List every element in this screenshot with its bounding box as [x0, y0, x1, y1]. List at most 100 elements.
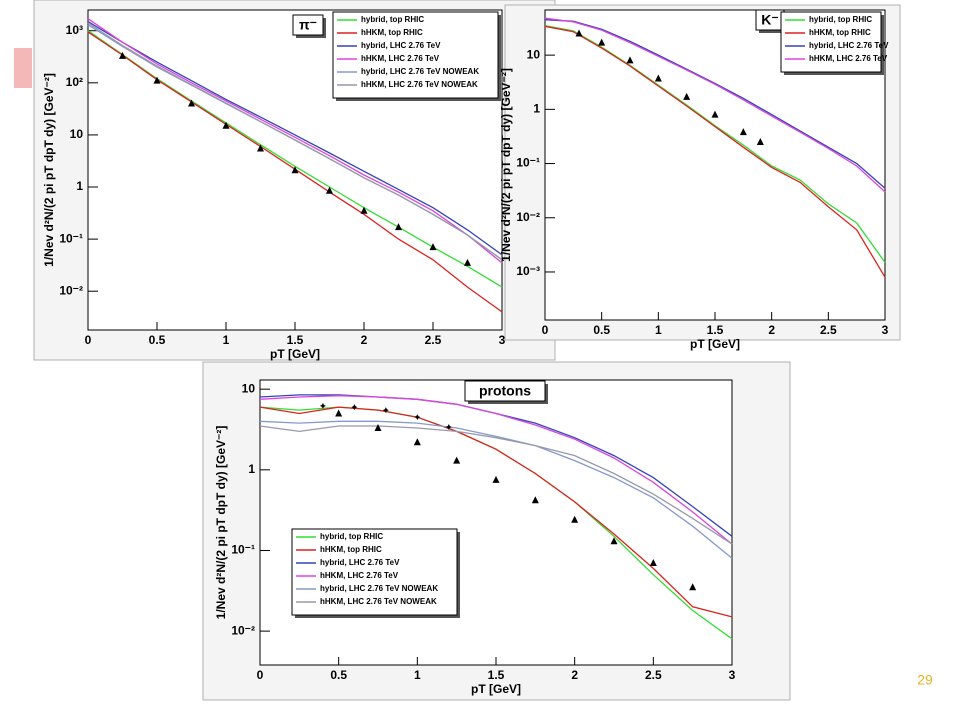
data-point: [654, 74, 662, 82]
series-line: [544, 24, 886, 263]
data-point: [739, 128, 747, 136]
x-tick-label: 2.5: [645, 668, 662, 682]
x-tick-label: 0: [85, 333, 92, 347]
legend-label: hybrid, LHC 2.76 TeV: [361, 41, 441, 50]
x-tick-label: 1.5: [707, 323, 724, 337]
data-point: [531, 496, 539, 504]
x-tick-label: 0: [257, 668, 264, 682]
y-axis-label: 1/Nev d²N/(2 pi pT dpT dy) [GeV⁻²]: [499, 68, 513, 262]
x-tick-label: 0.5: [149, 333, 166, 347]
legend-label: hybrid, LHC 2.76 TeV: [809, 41, 889, 50]
series-line: [259, 420, 733, 559]
data-point: [626, 56, 634, 64]
data-point: [119, 51, 126, 59]
y-tick-label: 1: [248, 462, 255, 476]
legend: [780, 11, 882, 73]
x-tick-label: 1: [223, 333, 230, 347]
decoration: [14, 48, 32, 88]
legend-label: hHKM, top RHIC: [361, 28, 423, 37]
x-tick-label: 2: [361, 333, 368, 347]
data-point: [598, 38, 606, 46]
y-tick-label: 10³: [66, 23, 83, 37]
legend-label: hybrid, LHC 2.76 TeV NOWEAK: [361, 67, 479, 76]
legend-label: hybrid, LHC 2.76 TeV NOWEAK: [320, 584, 438, 593]
y-tick-label: 10⁻¹: [59, 231, 83, 245]
legend-label: hybrid, top RHIC: [361, 15, 424, 24]
data-point: [413, 438, 421, 446]
data-point: [374, 424, 382, 432]
chart-title: K⁻: [761, 12, 779, 28]
y-tick-label: 10⁻¹: [516, 156, 540, 170]
legend-label: hHKM, top RHIC: [320, 545, 382, 554]
data-point: [649, 558, 657, 566]
y-tick-label: 10: [242, 381, 256, 395]
x-tick-label: 1: [414, 668, 421, 682]
legend-label: hHKM, LHC 2.76 TeV NOWEAK: [361, 80, 478, 89]
data-point: [153, 76, 161, 84]
legend: [332, 11, 499, 99]
legend: [291, 528, 458, 616]
data-point: [453, 456, 461, 464]
x-tick-label: 3: [499, 333, 506, 347]
x-axis-label: pT [GeV]: [690, 337, 740, 351]
series-line: [544, 19, 886, 189]
legend-label: hHKM, LHC 2.76 TeV NOWEAK: [320, 597, 437, 606]
x-tick-label: 2: [768, 323, 775, 337]
data-point: [414, 414, 421, 421]
data-point: [711, 110, 719, 118]
data-point: [395, 223, 402, 231]
y-tick-label: 1: [76, 179, 83, 193]
data-point: [445, 423, 452, 430]
series-line: [259, 395, 733, 545]
legend-label: hybrid, top RHIC: [809, 15, 872, 24]
legend-label: hHKM, LHC 2.76 TeV: [320, 571, 399, 580]
data-point: [429, 243, 437, 251]
y-axis-label: 1/Nev d²N/(2 pi pT dpT dy) [GeV⁻²]: [214, 426, 228, 620]
data-point: [257, 144, 264, 152]
x-tick-label: 2.5: [425, 333, 442, 347]
data-point: [382, 407, 389, 414]
data-point: [492, 475, 500, 483]
x-tick-label: 3: [729, 668, 736, 682]
series-line: [87, 18, 503, 264]
y-tick-label: 10⁻²: [516, 210, 540, 224]
data-point: [319, 402, 326, 409]
series-line: [259, 406, 733, 618]
y-tick-label: 10²: [66, 75, 83, 89]
y-tick-label: 10⁻²: [231, 623, 255, 637]
x-axis-label: pT [GeV]: [471, 682, 521, 696]
data-point: [291, 166, 299, 174]
legend-label: hHKM, LHC 2.76 TeV: [809, 54, 888, 63]
data-point: [335, 409, 343, 417]
y-tick-label: 10: [527, 47, 541, 61]
x-tick-label: 2: [571, 668, 578, 682]
data-point: [575, 29, 583, 37]
x-tick-label: 1.5: [488, 668, 505, 682]
x-tick-label: 1: [655, 323, 662, 337]
plot-area: [259, 379, 733, 666]
data-point: [326, 186, 333, 194]
y-tick-label: 10⁻³: [516, 264, 540, 278]
x-tick-label: 1.5: [287, 333, 304, 347]
data-point: [351, 404, 358, 411]
chart-title: protons: [479, 383, 531, 399]
data-point: [571, 515, 579, 523]
chart-title: π⁻: [299, 17, 317, 33]
series-line: [259, 425, 733, 545]
series-line: [544, 17, 886, 193]
x-tick-label: 0.5: [593, 323, 610, 337]
data-point: [222, 121, 230, 129]
legend-label: hybrid, LHC 2.76 TeV: [320, 558, 400, 567]
y-tick-label: 10⁻¹: [231, 543, 255, 557]
x-axis-label: pT [GeV]: [270, 347, 320, 361]
title-box: [292, 14, 324, 36]
legend-label: hHKM, LHC 2.76 TeV: [361, 54, 440, 63]
title-box: [464, 380, 546, 402]
data-point: [756, 137, 764, 145]
slide-number: 29: [917, 672, 933, 688]
legend-label: hybrid, top RHIC: [320, 532, 383, 541]
y-tick-label: 10⁻²: [59, 283, 83, 297]
y-tick-label: 10: [70, 127, 84, 141]
data-point: [610, 537, 618, 545]
